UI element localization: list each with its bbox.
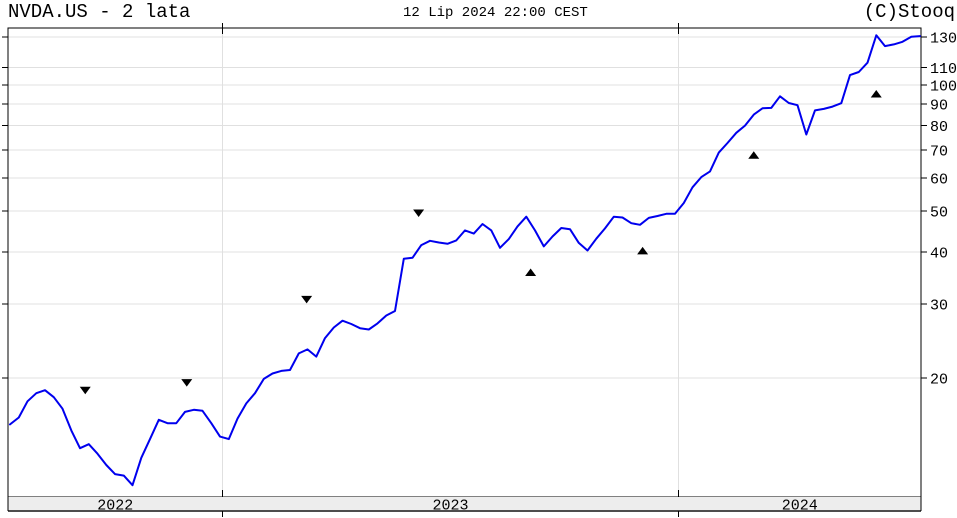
down-triangle-marker xyxy=(413,209,425,218)
up-triangle-marker xyxy=(748,151,760,159)
price-line xyxy=(9,34,921,487)
copyright-label: (C)Stooq xyxy=(863,1,955,23)
up-triangle-marker xyxy=(525,268,537,277)
y-tick-label: 30 xyxy=(930,298,948,315)
y-tick-label: 110 xyxy=(930,61,957,78)
y-tick-label: 70 xyxy=(930,143,948,160)
down-triangle-marker xyxy=(181,379,193,387)
chart-title: NVDA.US - 2 lata xyxy=(8,1,191,23)
year-band xyxy=(8,497,921,511)
year-label: 2023 xyxy=(433,498,469,515)
down-triangle-marker xyxy=(301,295,313,304)
year-label: 2024 xyxy=(782,498,818,515)
chart-timestamp: 12 Lip 2024 22:00 CEST xyxy=(403,5,588,21)
y-tick-label: 60 xyxy=(930,171,948,188)
y-tick-label: 20 xyxy=(930,372,948,389)
up-triangle-marker xyxy=(870,89,882,98)
y-tick-label: 80 xyxy=(930,119,948,136)
y-tick-label: 40 xyxy=(930,245,948,262)
y-tick-label: 50 xyxy=(930,205,948,222)
y-tick-label: 100 xyxy=(930,79,957,96)
y-tick-label: 130 xyxy=(930,31,957,48)
y-tick-label: 90 xyxy=(930,98,948,115)
year-label: 2022 xyxy=(97,498,133,515)
up-triangle-marker xyxy=(637,246,649,255)
down-triangle-marker xyxy=(79,386,91,395)
